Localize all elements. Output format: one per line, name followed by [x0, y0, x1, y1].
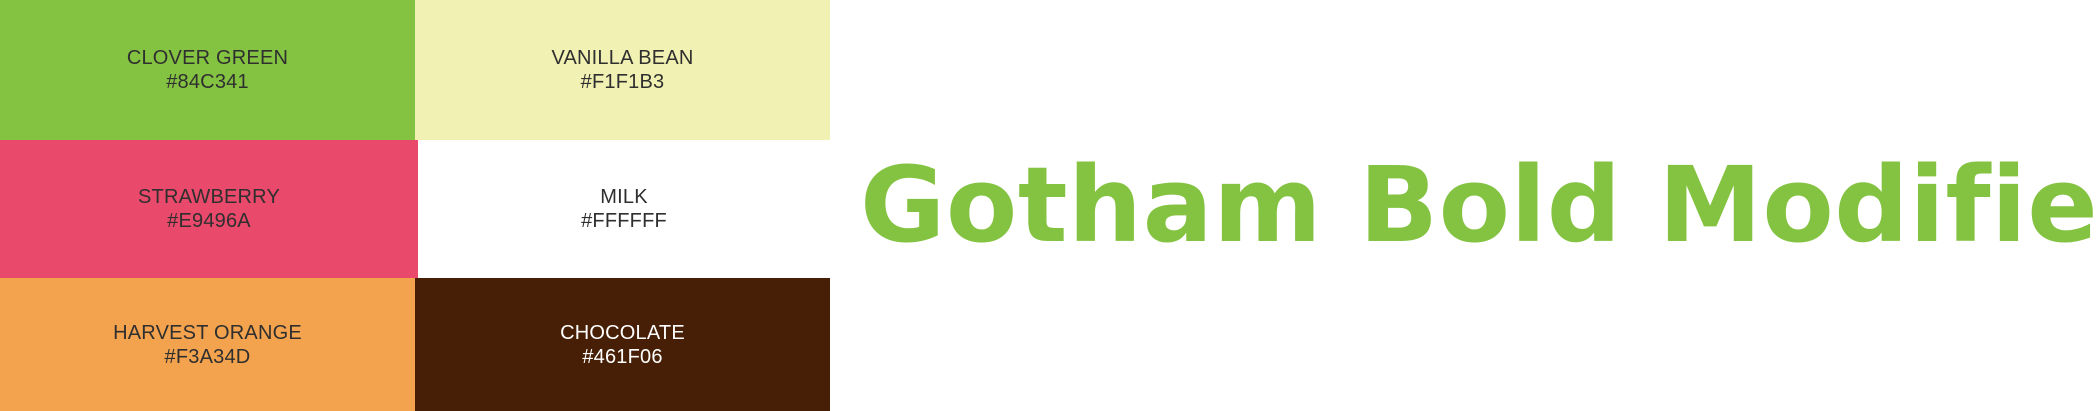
swatch-name: HARVEST ORANGE	[113, 321, 302, 344]
swatch-hex: #F1F1B3	[580, 71, 665, 93]
swatch-name: STRAWBERRY	[137, 186, 281, 208]
swatch-clover-green: CLOVER GREEN #84C341	[0, 0, 415, 140]
swatch-hex: #84C341	[166, 71, 249, 93]
swatch-hex: #FFFFFF	[581, 210, 667, 232]
swatch-milk: MILK #FFFFFF	[418, 140, 830, 278]
swatch-name: MILK	[600, 186, 648, 208]
swatch-vanilla-bean: VANILLA BEAN #F1F1B3	[415, 0, 830, 140]
swatch-name: VANILLA BEAN	[551, 47, 694, 69]
swatch-name: CHOCOLATE	[560, 321, 685, 344]
swatch-hex: #E9496A	[167, 210, 251, 232]
swatch-strawberry: STRAWBERRY #E9496A	[0, 140, 418, 278]
swatch-name: CLOVER GREEN	[126, 47, 289, 69]
swatch-harvest-orange: HARVEST ORANGE #F3A34D	[0, 278, 415, 411]
swatch-hex: #F3A34D	[164, 345, 251, 368]
font-sample-text: Gotham Bold Modified	[860, 144, 2096, 266]
swatch-chocolate: CHOCOLATE #461F06	[415, 278, 830, 411]
swatch-hex: #461F06	[582, 345, 663, 368]
color-palette: CLOVER GREEN #84C341 VANILLA BEAN #F1F1B…	[0, 0, 830, 411]
